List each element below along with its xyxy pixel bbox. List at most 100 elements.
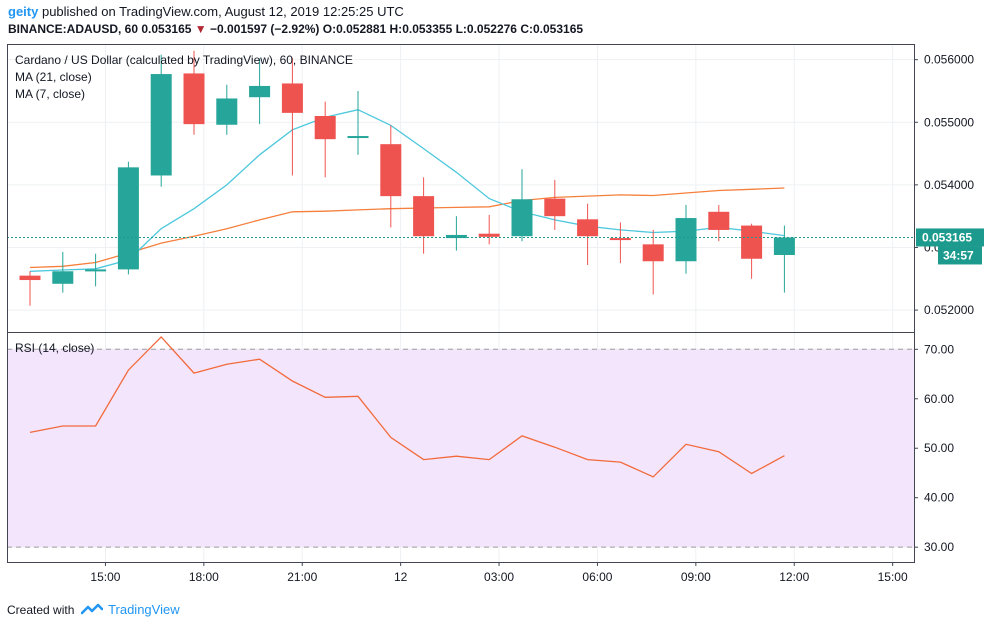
- time-tick-label: 21:00: [287, 570, 317, 584]
- candle[interactable]: [380, 125, 402, 228]
- rsi-series: [29, 335, 785, 478]
- candle[interactable]: [249, 58, 271, 125]
- candle-body[interactable]: [675, 218, 697, 262]
- candle-body[interactable]: [741, 225, 763, 259]
- candle-body[interactable]: [773, 237, 795, 255]
- time-tick-label: 15:00: [878, 570, 908, 584]
- created-with-text: Created with: [7, 603, 75, 617]
- candle-body[interactable]: [52, 271, 74, 284]
- candle[interactable]: [117, 161, 139, 275]
- candle[interactable]: [150, 54, 172, 187]
- candle-body[interactable]: [544, 198, 566, 217]
- candle-body[interactable]: [445, 234, 467, 239]
- candle-body[interactable]: [478, 233, 500, 237]
- candle-body[interactable]: [642, 244, 664, 262]
- tradingview-logo-icon: [80, 603, 103, 615]
- candle[interactable]: [511, 169, 533, 242]
- tradingview-brand[interactable]: TradingView: [108, 602, 180, 617]
- candle[interactable]: [183, 50, 205, 135]
- candle-body[interactable]: [249, 85, 271, 98]
- price-tag: [916, 228, 984, 247]
- close-value: 0.053165: [533, 22, 584, 36]
- chart-title: Cardano / US Dollar (calculated by Tradi…: [15, 53, 353, 67]
- candle[interactable]: [478, 214, 500, 245]
- publisher-username[interactable]: geity: [8, 4, 39, 19]
- rsi-tick-label: 50.00: [924, 441, 954, 455]
- candle[interactable]: [314, 101, 336, 178]
- rsi-band-lines: [7, 348, 914, 548]
- candle[interactable]: [577, 203, 599, 266]
- rsi-band-background: [7, 349, 914, 548]
- candle-body[interactable]: [380, 144, 402, 197]
- candle[interactable]: [642, 229, 664, 295]
- ma21-legend[interactable]: MA (21, close): [15, 70, 92, 84]
- candle-body[interactable]: [85, 269, 107, 272]
- candle[interactable]: [216, 84, 238, 135]
- candle-body[interactable]: [117, 167, 139, 270]
- candle-body[interactable]: [577, 219, 599, 237]
- low-label: L:: [455, 22, 467, 36]
- time-tick-label: 15:00: [90, 570, 120, 584]
- chart-frame: [7, 44, 915, 563]
- price-tick-label: 0.056000: [924, 53, 974, 67]
- price-tick-label: 0.054000: [924, 178, 974, 192]
- low-value: 0.052276: [466, 22, 517, 36]
- candle-body[interactable]: [609, 238, 631, 241]
- candle-body[interactable]: [19, 275, 41, 281]
- price-label-group: 0.053165 34:57: [916, 228, 984, 265]
- rsi-tick-label: 60.00: [924, 392, 954, 406]
- time-tick-label: 18:00: [189, 570, 219, 584]
- time-tick-label: 03:00: [484, 570, 514, 584]
- candle[interactable]: [773, 225, 795, 293]
- rsi-tick-label: 40.00: [924, 491, 954, 505]
- candle[interactable]: [52, 251, 74, 293]
- candle[interactable]: [281, 57, 303, 176]
- candle[interactable]: [85, 253, 107, 287]
- time-tick-label: 12: [394, 570, 408, 584]
- high-label: H:: [389, 22, 403, 36]
- time-tick-label: 06:00: [582, 570, 612, 584]
- rsi-axis[interactable]: 30.00 40.00 50.00 60.00 70.00: [914, 342, 954, 554]
- symbol-ohlc-line: BINANCE:ADAUSD, 60 0.053165 ▼ −0.001597 …: [8, 22, 583, 36]
- candle[interactable]: [347, 90, 369, 155]
- candle[interactable]: [609, 222, 631, 264]
- moving-average-lines: [29, 109, 785, 272]
- candle[interactable]: [708, 204, 730, 242]
- time-tick-label: 09:00: [681, 570, 711, 584]
- candle-body[interactable]: [281, 83, 303, 113]
- countdown-value: 34:57: [943, 248, 974, 262]
- candlestick-series[interactable]: [19, 50, 795, 306]
- candle[interactable]: [741, 223, 763, 279]
- candle[interactable]: [544, 179, 566, 230]
- candle-body[interactable]: [347, 136, 369, 139]
- rsi-legend[interactable]: RSI (14, close): [15, 341, 94, 355]
- candle-body[interactable]: [150, 74, 172, 176]
- price-tag-value: 0.053165: [922, 230, 972, 244]
- rsi-line: [29, 335, 785, 478]
- candle-body[interactable]: [314, 116, 336, 140]
- candle-body[interactable]: [216, 98, 238, 125]
- candle[interactable]: [19, 271, 41, 306]
- publish-info: geity published on TradingView.com, Augu…: [8, 4, 404, 19]
- down-arrow-icon: ▼: [194, 22, 207, 36]
- symbol-interval: BINANCE:ADAUSD, 60: [8, 22, 139, 36]
- time-axis[interactable]: 15:00 18:00 21:00 12 03:00 06:00 09:00 12:00 15:…: [90, 562, 908, 584]
- candle[interactable]: [675, 204, 697, 274]
- time-tick-label: 12:00: [779, 570, 809, 584]
- high-value: 0.053355: [402, 22, 453, 36]
- last-price: 0.053165: [141, 22, 192, 36]
- open-value: 0.052881: [336, 22, 387, 36]
- price-tick-label: 0.055000: [924, 115, 974, 129]
- candle-body[interactable]: [413, 196, 435, 237]
- candle[interactable]: [413, 177, 435, 254]
- candle-body[interactable]: [708, 211, 730, 230]
- ma7-legend[interactable]: MA (7, close): [15, 87, 85, 101]
- candle-body[interactable]: [183, 73, 205, 125]
- candle[interactable]: [445, 216, 467, 251]
- candle-body[interactable]: [511, 199, 533, 237]
- countdown-tag: [938, 246, 982, 265]
- open-label: O:: [322, 22, 337, 36]
- ma21-line: [29, 187, 785, 269]
